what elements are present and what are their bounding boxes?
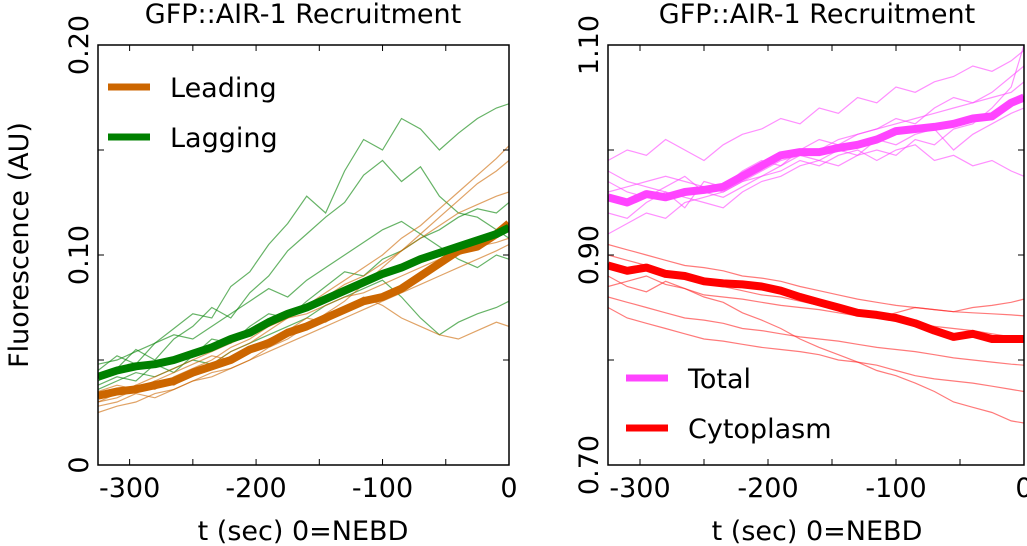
left-legend-label-lagging: Lagging: [170, 123, 278, 154]
right-legend: Total Cytoplasm: [626, 364, 832, 445]
right-series-line-cytoplasm: [608, 261, 1024, 343]
right-trace-line-8: [608, 306, 1024, 393]
right-series-line-total: [608, 93, 1024, 207]
left-chart-title: GFP::AIR-1 Recruitment: [145, 0, 461, 30]
left-legend: Leading Lagging: [108, 73, 278, 154]
left-trace-line-6: [98, 191, 509, 403]
left-y-tick-label: 0.10: [64, 225, 95, 285]
left-y-tick-label: 0.20: [64, 15, 95, 75]
right-x-tick-label: -200: [737, 473, 798, 504]
right-legend-label-total: Total: [687, 364, 751, 395]
left-x-tick-label: 0: [500, 473, 517, 504]
left-trace-line-1: [98, 159, 509, 382]
right-trace-line-6: [608, 275, 1024, 424]
right-y-tick-label: 0.70: [574, 435, 605, 495]
right-plot-area: -300 -200 -100 0 0.70 0.90 1.10: [574, 15, 1027, 504]
left-trace-line-8: [98, 296, 509, 393]
right-trace-line-11: [608, 296, 1024, 366]
left-x-tick-label: -300: [99, 473, 160, 504]
left-chart-panel: GFP::AIR-1 Recruitment Fluorescence (AU)…: [4, 0, 518, 546]
right-trace-line-9: [608, 275, 1024, 319]
right-chart-title: GFP::AIR-1 Recruitment: [659, 0, 975, 30]
right-y-tick-label: 0.90: [574, 225, 605, 285]
left-legend-label-leading: Leading: [170, 73, 277, 104]
left-plot-area: -300 -200 -100 0 0 0.10 0.20: [64, 15, 518, 504]
right-x-tick-label: -300: [609, 473, 670, 504]
right-chart-panel: GFP::AIR-1 Recruitment t (sec) 0=NEBD -3…: [574, 0, 1027, 546]
right-x-tick-label: 0: [1015, 473, 1027, 504]
left-trace-line-2: [98, 202, 509, 386]
left-y-tick-label: 0: [64, 456, 95, 473]
right-x-tick-label: -100: [865, 473, 926, 504]
left-x-tick-label: -200: [225, 473, 286, 504]
right-trace-line-1: [608, 65, 1024, 219]
right-legend-label-cytoplasm: Cytoplasm: [688, 414, 832, 445]
left-x-axis-label: t (sec) 0=NEBD: [198, 516, 409, 546]
left-trace-line-7: [98, 243, 509, 414]
right-y-tick-label: 1.10: [574, 15, 605, 75]
left-x-tick-label: -100: [352, 473, 413, 504]
left-series-line-leading: [98, 220, 509, 400]
right-trace-line-7: [608, 254, 1024, 340]
left-trace-line-3: [98, 279, 509, 390]
right-x-axis-label: t (sec) 0=NEBD: [712, 516, 923, 546]
left-series-line-lagging: [98, 224, 509, 381]
left-trace-line-0: [98, 103, 509, 371]
right-trace-line-0: [608, 49, 1024, 162]
right-plot-frame: [607, 44, 1025, 466]
left-y-axis-label: Fluorescence (AU): [4, 122, 35, 368]
left-trace-line-4: [98, 220, 509, 365]
right-trace-line-3: [608, 81, 1024, 235]
right-trace-line-10: [608, 243, 1024, 317]
